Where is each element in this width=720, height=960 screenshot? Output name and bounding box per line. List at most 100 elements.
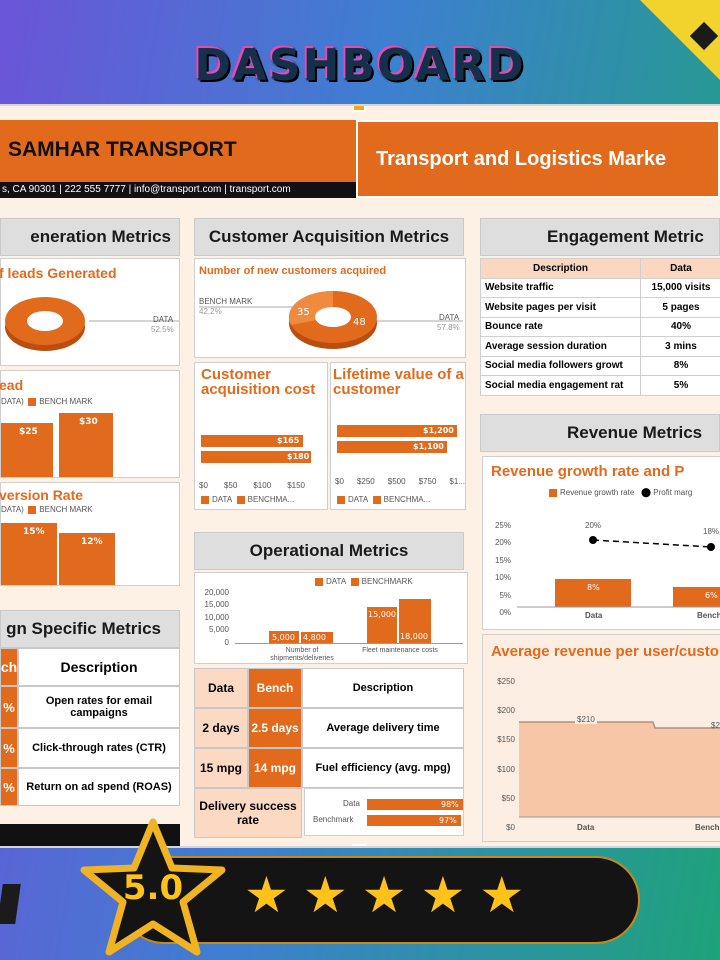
arpu-area: [519, 721, 720, 818]
ops-legend: DATA BENCHMARK: [315, 577, 413, 586]
campaign-row-val: %: [0, 686, 18, 728]
growth-panel: Revenue growth rate and P Revenue growth…: [482, 456, 720, 630]
table-row: Website pages per visit 5 pages: [480, 297, 720, 318]
star-icon: ★: [420, 866, 466, 924]
delivery-cat: Data: [343, 799, 360, 808]
delivery-bar-label: 97%: [439, 816, 457, 825]
campaign-row-desc: Open rates for email campaigns: [18, 686, 180, 728]
table-row: Website traffic 15,000 visits: [480, 277, 720, 298]
tick: $100: [497, 764, 515, 774]
cell: 3 mins: [640, 336, 720, 357]
rating-value: 5.0: [122, 868, 184, 908]
ops-y-ticks: 20,000 15,000 10,000 5,000 0: [199, 587, 229, 649]
ops-header-bench: Bench: [248, 668, 302, 708]
revenue-title: Revenue Metrics: [480, 414, 720, 452]
delivery-bar: [367, 799, 463, 810]
cac-data-label: $165: [277, 436, 300, 445]
cell: Social media engagement rat: [480, 375, 641, 396]
star-icon: ★: [479, 866, 525, 924]
conversion-bar-bench: [59, 533, 115, 585]
tick: $250: [497, 677, 515, 686]
report-banner: Transport and Logistics Marke: [356, 120, 720, 198]
leads-data-value: 52.5%: [151, 325, 174, 334]
conversion-data-label: 15%: [23, 527, 45, 537]
lead-bar-bench-label: $30: [79, 417, 98, 427]
cell: 40%: [640, 316, 720, 337]
ops-bar: [399, 599, 431, 643]
ltv-panel: Lifetime value of a customer $1,200 $1,1…: [330, 362, 466, 510]
cell: Website traffic: [480, 277, 641, 298]
tick: $50: [501, 793, 515, 803]
tick: 15,000: [204, 600, 229, 610]
ltv-ticks: $0 $250 $500 $750 $1...: [335, 477, 465, 486]
ops-header-desc: Description: [302, 668, 464, 708]
legend-bench: BENCHMA...: [247, 495, 295, 504]
delivery-chart: Data Benchmark 98% 97%: [304, 788, 464, 836]
cell: 5%: [640, 375, 720, 396]
tick: 20,000: [204, 588, 229, 597]
tick: $500: [387, 477, 406, 486]
engagement-table: Description Data Website traffic 15,000 vi…: [480, 258, 720, 396]
ops-row-desc: Average delivery time: [302, 708, 464, 748]
tick: 10%: [494, 573, 511, 583]
tick: $50: [223, 481, 238, 490]
new-customers-panel: Number of new customers acquired BENCH M…: [194, 258, 466, 358]
tick: $750: [418, 477, 437, 486]
ops-bar-label: 5,000: [272, 633, 295, 642]
arpu-y-ticks: $250 $200 $150 $100 $50 $0: [489, 667, 515, 842]
campaign-header-bench: ch: [0, 648, 18, 686]
ops-chart-panel: DATA BENCHMARK 20,000 15,000 10,000 5,000 0 …: [194, 572, 468, 664]
conversion-bench-label: 12%: [81, 537, 103, 547]
profit-label: 20%: [585, 521, 602, 530]
legend-bench: BENCHMA...: [383, 495, 431, 504]
leads-data-label: DATA: [153, 315, 174, 324]
ops-bar: [269, 631, 299, 643]
campaign-footer-bar: [0, 824, 180, 846]
campaign-header-desc: Description: [18, 648, 180, 686]
acq-slice-bench: 35: [297, 307, 310, 318]
campaign-row-desc: Click-through rates (CTR): [18, 728, 180, 768]
legend-line: Profit marg: [653, 488, 693, 497]
cac-ticks: $0 $50 $100 $150: [199, 481, 327, 490]
campaign-row-val: %: [0, 768, 18, 806]
ops-cat-label: Fleet maintenance costs: [362, 647, 438, 654]
table-row: Description Data: [480, 258, 720, 279]
acq-donut: [199, 290, 463, 349]
star-icon: ★: [361, 866, 407, 924]
cac-title: Customer acquisition cost: [201, 366, 316, 398]
cac-panel: Customer acquisition cost $165 $180 $0 $5…: [194, 362, 328, 510]
ops-bar: [367, 607, 397, 643]
rating-star-icon: [80, 818, 226, 956]
ops-row-data: 2 days: [194, 708, 248, 748]
growth-bar: [673, 587, 720, 607]
tick: 20%: [494, 538, 511, 548]
tick: $200: [497, 706, 515, 716]
acq-slice-data: 48: [353, 317, 366, 328]
arpu-label: $2: [711, 721, 720, 730]
new-customers-title: Number of new customers acquired: [199, 265, 387, 277]
growth-cat: Data: [585, 611, 603, 620]
star-icon: ★: [244, 866, 289, 924]
cac-bar-bench: [201, 451, 311, 463]
ops-row-data: 15 mpg: [194, 748, 248, 788]
legend-bench: BENCH MARK: [39, 397, 93, 406]
delivery-success-label: Delivery success rate: [194, 788, 302, 838]
arpu-cat: Data: [577, 823, 595, 832]
arpu-label: $210: [575, 715, 597, 724]
page-title: DASHBOARD: [194, 40, 526, 91]
ltv-bar-bench: [337, 441, 447, 453]
ops-bar-label: 15,000: [368, 610, 396, 619]
legend-data: DATA): [1, 505, 24, 514]
engagement-header-desc: Description: [480, 258, 641, 279]
resize-handle-bottom[interactable]: [352, 844, 366, 846]
cac-bar-data: [201, 435, 303, 447]
tick: 5%: [499, 590, 511, 600]
tick: $100: [253, 481, 272, 490]
campaign-title: gn Specific Metrics: [0, 610, 180, 648]
tick: $0: [199, 481, 208, 490]
tick: $250: [356, 477, 375, 486]
resize-handle-top[interactable]: [352, 106, 366, 112]
arpu-title: Average revenue per user/custo: [491, 643, 719, 660]
growth-bar-label: 6%: [705, 591, 718, 600]
leads-generated-title: f leads Generated: [0, 265, 117, 281]
